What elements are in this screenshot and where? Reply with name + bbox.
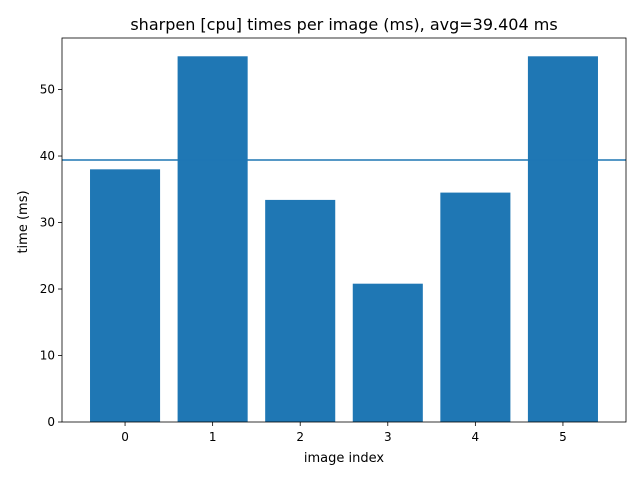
x-tick-label: 3 <box>384 430 392 444</box>
chart-title: sharpen [cpu] times per image (ms), avg=… <box>130 15 557 34</box>
bar-5 <box>527 56 598 422</box>
bar-0 <box>90 169 161 422</box>
x-tick-label: 0 <box>121 430 129 444</box>
x-tick-label: 5 <box>559 430 567 444</box>
bars-group <box>90 56 598 422</box>
y-tick-label: 50 <box>40 83 55 97</box>
x-axis-label: image index <box>304 451 384 466</box>
bar-1 <box>177 56 248 422</box>
y-tick-label: 20 <box>40 282 55 296</box>
bar-3 <box>352 283 423 422</box>
axes-group <box>61 37 627 423</box>
y-tick-label: 10 <box>40 349 55 363</box>
x-tick-label: 2 <box>296 430 304 444</box>
x-tick-label: 4 <box>472 430 480 444</box>
bar-4 <box>440 192 511 422</box>
y-tick-label: 0 <box>47 415 55 429</box>
bar-2 <box>265 199 336 422</box>
y-axis-label: time (ms) <box>16 190 31 253</box>
x-tick-label: 1 <box>209 430 217 444</box>
y-tick-label: 30 <box>40 216 55 230</box>
y-ticks-group: 0 10 20 30 40 50 <box>40 83 62 429</box>
x-ticks-group: 0 1 2 3 4 5 <box>121 422 567 444</box>
axes-frame <box>61 37 627 423</box>
y-tick-label: 40 <box>40 149 55 163</box>
